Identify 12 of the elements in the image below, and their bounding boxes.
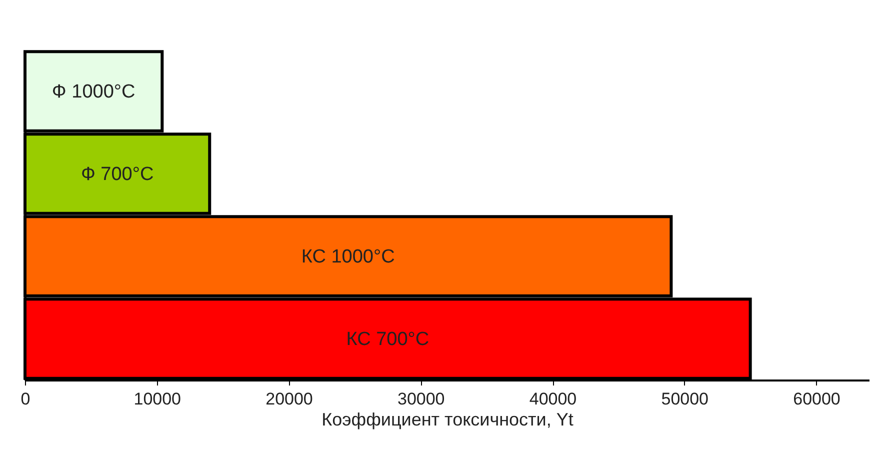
x-tick-label: 10000: [134, 390, 182, 408]
x-tick-label: 0: [20, 390, 30, 408]
x-tick-label: 40000: [529, 390, 577, 408]
y-tick-label: КС 700°C: [346, 328, 430, 350]
y-tick-label: Ф 1000°C: [52, 81, 136, 102]
x-axis-title: Коэффициент токсичности, Yt: [322, 410, 574, 430]
x-tick-label: 20000: [266, 390, 313, 408]
x-tick-label: 50000: [661, 390, 709, 408]
x-tick-label: 60000: [793, 390, 840, 408]
y-tick-label: Ф 700°C: [80, 164, 154, 185]
y-tick-label: КС 1000°C: [301, 246, 395, 268]
x-tick-label: 30000: [397, 390, 445, 408]
